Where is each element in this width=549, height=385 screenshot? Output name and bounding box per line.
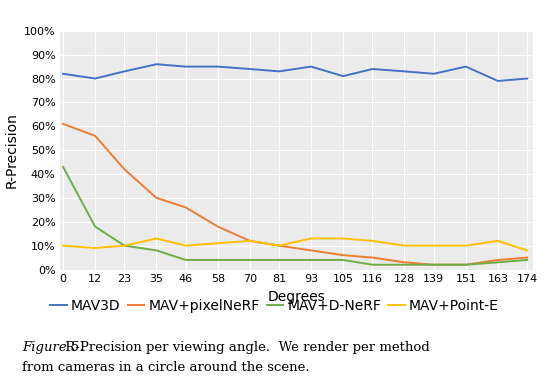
Text: Figure 5.: Figure 5. xyxy=(22,341,83,354)
Text: R-Precision per viewing angle.  We render per method: R-Precision per viewing angle. We render… xyxy=(61,341,430,354)
Legend: MAV3D, MAV+pixelNeRF, MAV+D-NeRF, MAV+Point-E: MAV3D, MAV+pixelNeRF, MAV+D-NeRF, MAV+Po… xyxy=(44,294,505,319)
Y-axis label: R-Precision: R-Precision xyxy=(4,112,18,188)
Text: from cameras in a circle around the scene.: from cameras in a circle around the scen… xyxy=(22,361,310,374)
X-axis label: Degrees: Degrees xyxy=(267,290,326,304)
